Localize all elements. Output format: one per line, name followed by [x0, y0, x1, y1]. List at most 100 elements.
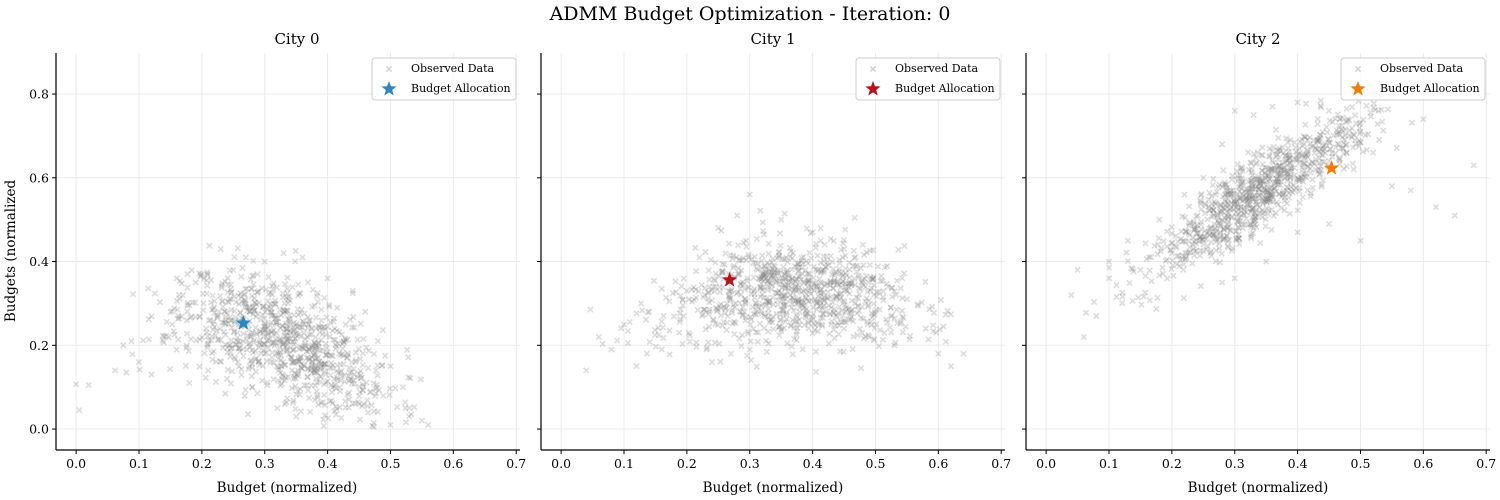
observed-point	[672, 289, 680, 296]
observed-point	[248, 347, 256, 354]
observed-point	[807, 284, 815, 291]
observed-point	[1342, 132, 1349, 139]
observed-point	[903, 296, 911, 303]
observed-point	[795, 298, 802, 306]
observed-point	[175, 315, 183, 322]
observed-point	[268, 291, 276, 298]
observed-point	[768, 285, 775, 293]
observed-point	[286, 332, 293, 339]
observed-point	[333, 405, 340, 412]
observed-point	[315, 324, 323, 331]
legend-observed-icon	[385, 65, 393, 73]
observed-point	[759, 284, 767, 291]
observed-points	[583, 191, 967, 375]
observed-point	[264, 305, 271, 313]
observed-point	[354, 374, 361, 381]
observed-point	[1311, 160, 1318, 168]
observed-point	[283, 285, 291, 292]
observed-point	[826, 310, 833, 317]
observed-point	[1156, 272, 1163, 279]
observed-point	[848, 280, 856, 287]
observed-point	[1159, 264, 1166, 271]
observed-point	[762, 262, 769, 270]
observed-point	[831, 295, 838, 302]
observed-point	[711, 288, 718, 295]
observed-point	[614, 337, 621, 344]
observed-point	[318, 317, 325, 324]
grid	[56, 53, 520, 450]
observed-point	[875, 288, 883, 296]
observed-point	[699, 312, 706, 319]
observed-point	[1356, 120, 1363, 128]
observed-point	[370, 350, 378, 358]
observed-point	[309, 342, 316, 349]
observed-point	[1226, 223, 1233, 230]
observed-point	[1235, 235, 1243, 242]
observed-point	[148, 313, 155, 320]
observed-point	[340, 339, 347, 346]
observed-point	[129, 351, 136, 358]
observed-point	[314, 354, 322, 361]
observed-point	[324, 349, 331, 356]
observed-point	[351, 324, 358, 331]
observed-point	[1246, 201, 1253, 208]
observed-point	[260, 341, 268, 348]
observed-point	[790, 295, 797, 302]
observed-point	[192, 279, 199, 286]
observed-point	[360, 335, 367, 343]
observed-point	[884, 283, 892, 290]
observed-point	[222, 341, 229, 348]
observed-point	[1246, 189, 1253, 196]
observed-point	[735, 265, 742, 272]
observed-point	[717, 301, 724, 308]
observed-point	[1204, 216, 1211, 223]
observed-point	[273, 350, 280, 357]
observed-point	[333, 343, 340, 350]
observed-point	[333, 367, 340, 375]
observed-point	[884, 319, 891, 326]
x-tick-label: 0.3	[1225, 456, 1245, 471]
observed-point	[255, 357, 263, 364]
observed-point	[273, 321, 280, 328]
observed-point	[235, 300, 243, 308]
observed-point	[259, 304, 267, 311]
observed-point	[1230, 192, 1237, 200]
observed-point	[1308, 143, 1315, 150]
observed-point	[1247, 220, 1255, 227]
observed-point	[744, 330, 752, 337]
observed-point	[308, 354, 316, 361]
observed-point	[1282, 167, 1289, 175]
observed-point	[326, 398, 334, 405]
observed-point	[283, 326, 291, 333]
observed-point	[834, 277, 841, 285]
observed-point	[867, 274, 875, 281]
observed-point	[766, 297, 773, 305]
observed-point	[1169, 262, 1177, 269]
observed-point	[862, 333, 869, 340]
observed-point	[887, 304, 894, 311]
observed-point	[249, 329, 256, 336]
observed-point	[732, 300, 739, 307]
observed-point	[278, 323, 286, 330]
observed-point	[241, 392, 248, 400]
x-axis-label: Budget (normalized)	[217, 480, 358, 496]
observed-point	[357, 372, 364, 379]
observed-point	[1299, 178, 1307, 185]
x-tick-label: 0.4	[1288, 456, 1308, 471]
observed-point	[813, 298, 820, 305]
observed-point	[251, 306, 258, 313]
observed-point	[294, 292, 302, 299]
observed-point	[873, 293, 880, 300]
observed-point	[737, 280, 744, 287]
observed-point	[1302, 121, 1309, 128]
legend-allocation-label: Budget Allocation	[895, 82, 995, 95]
observed-point	[846, 266, 853, 273]
observed-point	[224, 366, 232, 373]
observed-point	[204, 340, 212, 347]
observed-point	[715, 224, 722, 232]
observed-point	[740, 239, 747, 246]
observed-point	[858, 278, 865, 285]
observed-point	[236, 348, 243, 355]
observed-point	[705, 311, 712, 318]
legend-allocation-star-icon	[865, 81, 881, 96]
